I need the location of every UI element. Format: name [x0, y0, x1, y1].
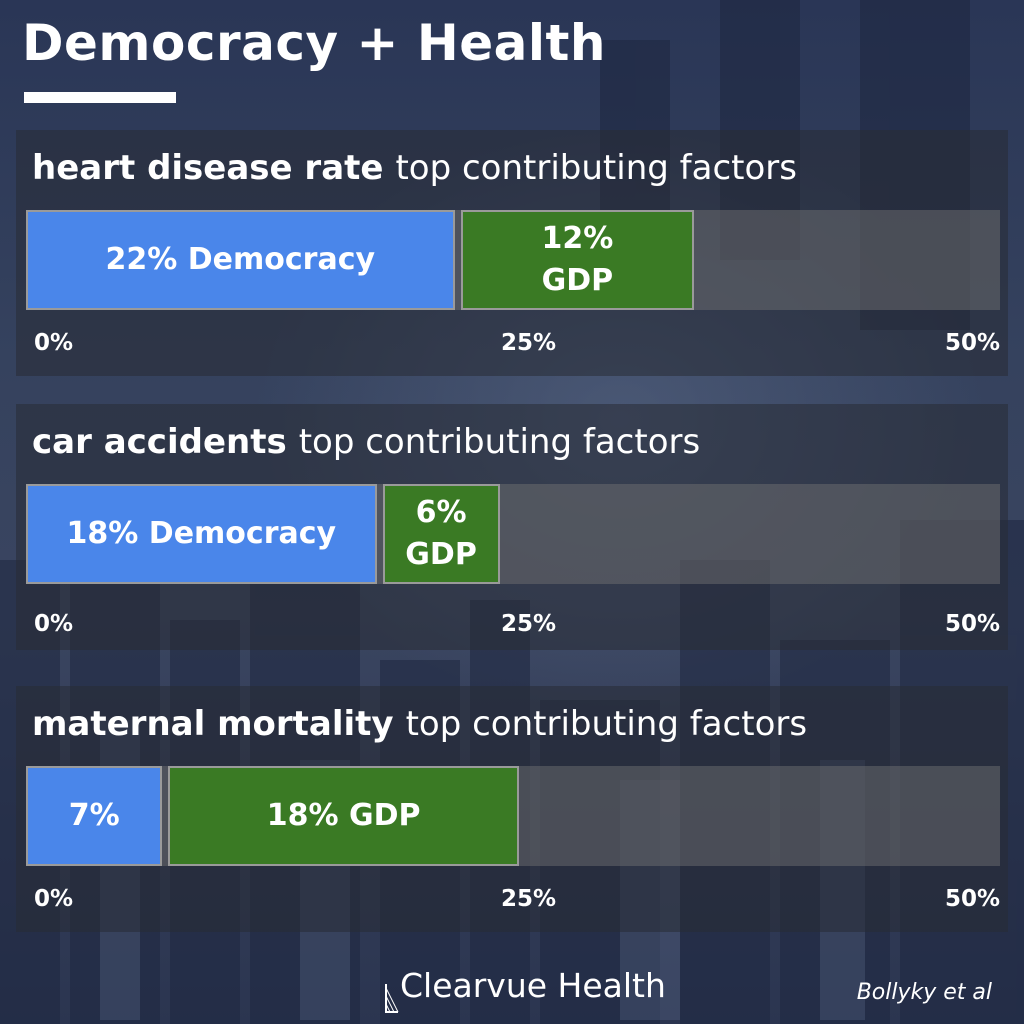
bar-gdp: 6% GDP — [382, 484, 500, 584]
page-title: Democracy + Health — [22, 14, 606, 72]
bar-gdp: 12% GDP — [460, 210, 695, 310]
bar-label: 18% GDP — [267, 795, 421, 837]
panel-heading-strong: car accidents — [32, 422, 287, 462]
panel-car-accidents: car accidents top contributing factors 18… — [16, 404, 1008, 650]
panel-heading-light: top contributing factors — [395, 148, 797, 188]
bar-label-line: 12% — [541, 221, 614, 256]
bar-democracy: 18% Democracy — [26, 484, 377, 584]
bar-label: 6% GDP — [405, 492, 477, 576]
bar-label: 7% — [69, 795, 120, 837]
title-underline — [24, 92, 176, 103]
bar-label-line: GDP — [405, 537, 477, 572]
tick-label: 50% — [944, 611, 1000, 637]
bar-label-line: 18% Democracy — [66, 516, 337, 551]
tick-label: 0% — [34, 330, 74, 356]
source-credit: Bollyky et al — [856, 980, 992, 1005]
tick-label: 0% — [34, 611, 74, 637]
tick-label: 25% — [501, 611, 557, 637]
panel-heading-light: top contributing factors — [298, 422, 701, 462]
bar-label-line: 7% — [68, 798, 120, 833]
panel-heading: maternal mortality top contributing facto… — [32, 700, 807, 748]
bar-label-line: 6% — [415, 495, 467, 530]
bar-gdp: 18% GDP — [168, 766, 519, 866]
tick-label: 25% — [501, 886, 557, 912]
panel-heading: car accidents top contributing factors — [32, 418, 700, 466]
tick-label: 0% — [34, 886, 74, 912]
panel-heading-strong: heart disease rate — [32, 148, 384, 188]
panel-heading-light: top contributing factors — [405, 704, 808, 744]
bar-label-line: GDP — [541, 263, 614, 298]
bar-label: 12% GDP — [542, 218, 614, 302]
bar-label-line: 22% Democracy — [105, 242, 376, 277]
panel-heart-disease: heart disease rate top contributing facto… — [16, 130, 1008, 376]
brand-logo-icon — [385, 984, 399, 1013]
tick-label: 50% — [944, 330, 1000, 356]
bar-democracy: 22% Democracy — [26, 210, 455, 310]
panel-maternal-mortality: maternal mortality top contributing facto… — [16, 686, 1008, 932]
bar-label: 18% Democracy — [67, 513, 337, 555]
panel-heading: heart disease rate top contributing facto… — [32, 144, 797, 192]
tick-label: 50% — [944, 886, 1000, 912]
panel-heading-strong: maternal mortality — [32, 704, 394, 744]
brand-name: Clearvue Health — [400, 966, 666, 1005]
bar-democracy: 7% — [26, 766, 163, 866]
bar-label-line: 18% GDP — [266, 798, 421, 833]
bar-label: 22% Democracy — [106, 239, 376, 281]
tick-label: 25% — [501, 330, 557, 356]
